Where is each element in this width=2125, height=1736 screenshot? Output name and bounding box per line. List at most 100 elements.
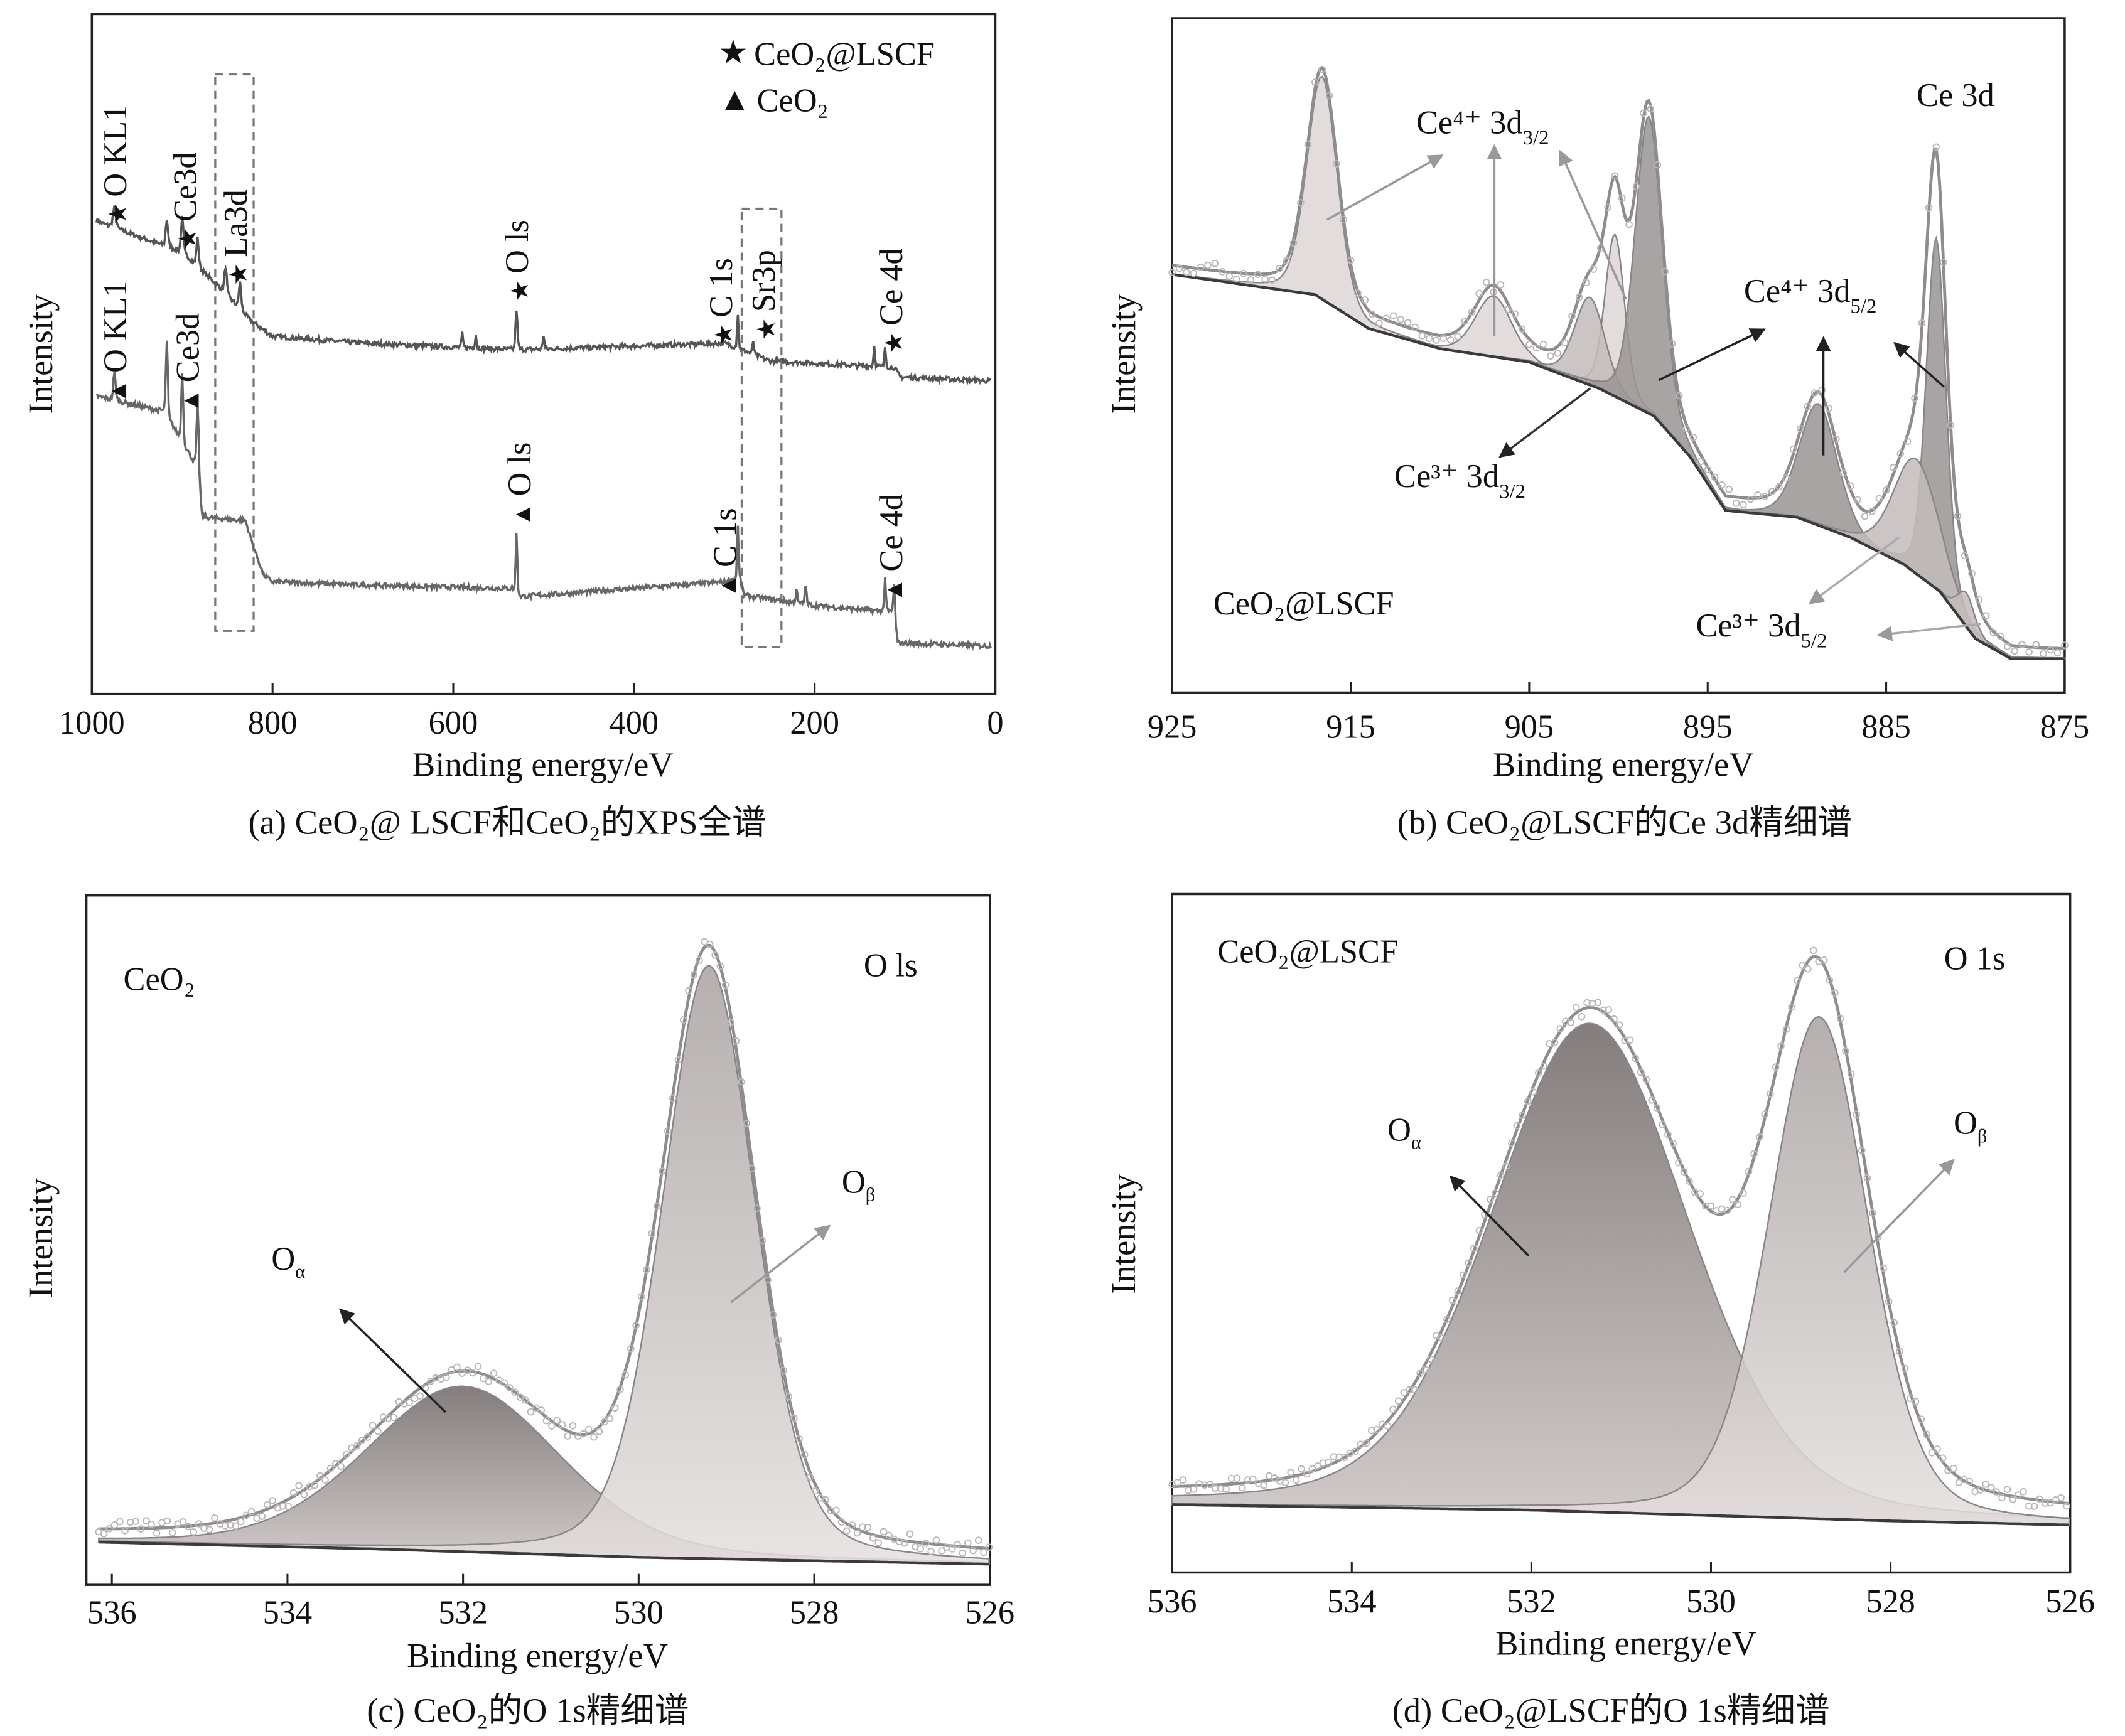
data-point <box>190 1528 198 1536</box>
data-point <box>785 1393 793 1401</box>
data-point <box>1418 332 1426 340</box>
data-point <box>1874 1233 1882 1241</box>
label-ce3-3d52: Ce³⁺ 3d5/2 <box>1696 608 1827 652</box>
data-point <box>1454 1287 1461 1295</box>
data-point <box>1175 264 1183 272</box>
data-point <box>474 1363 482 1371</box>
data-point <box>922 1540 930 1547</box>
sample-label: CeO₂@LSCF <box>1213 586 1394 622</box>
x-tick-label: 895 <box>1683 709 1733 746</box>
data-point <box>1448 1296 1456 1304</box>
data-point <box>2030 1503 2038 1511</box>
data-point <box>1518 325 1526 333</box>
data-point <box>284 1503 293 1511</box>
plot-frame <box>1171 892 2072 1574</box>
data-point <box>1547 352 1554 360</box>
peak-annotation: ★ Ce3d <box>167 152 203 250</box>
data-point <box>1375 319 1383 327</box>
data-point <box>774 1336 782 1344</box>
data-point <box>1761 493 1769 500</box>
star-marker: ★ <box>506 274 534 302</box>
data-point <box>1861 512 1869 520</box>
data-point <box>1508 1139 1515 1147</box>
data-point <box>959 1549 967 1557</box>
data-point <box>1433 336 1440 344</box>
data-point <box>1482 278 1490 286</box>
data-point <box>1534 1069 1542 1077</box>
caption-c: (c) CeO₂的O 1s精细谱 <box>367 1691 689 1730</box>
data-point <box>1804 402 1812 410</box>
data-point <box>1767 1090 1774 1098</box>
data-point <box>2036 1495 2043 1503</box>
data-point <box>1394 1397 1402 1405</box>
data-point <box>2018 641 2026 648</box>
data-point <box>337 1462 345 1471</box>
data-point <box>195 1520 203 1528</box>
data-point <box>711 951 719 959</box>
data-point <box>611 1404 619 1412</box>
data-point <box>1825 404 1833 412</box>
peak-annotation: ▲ Ce 4d <box>873 494 910 602</box>
x-tick-label: 905 <box>1505 709 1554 746</box>
data-point <box>1718 481 1726 489</box>
data-point <box>1618 194 1626 202</box>
x-tick-label: 536 <box>1148 1583 1197 1620</box>
data-point <box>1225 272 1234 281</box>
data-point <box>1890 464 1897 471</box>
data-point <box>1842 1047 1849 1055</box>
data-point <box>721 981 729 989</box>
label-o-beta: Oβ <box>842 1164 875 1206</box>
data-point <box>316 1472 324 1480</box>
data-point <box>1696 1190 1704 1198</box>
data-point <box>1654 161 1662 169</box>
data-point <box>1314 1462 1321 1470</box>
data-point <box>980 1548 987 1557</box>
data-point <box>1524 1097 1532 1105</box>
data-point <box>1497 1171 1505 1179</box>
legend-label-ceo2: CeO₂ <box>756 83 828 119</box>
data-point <box>1896 450 1905 458</box>
data-point <box>453 1363 461 1371</box>
data-point <box>1947 421 1954 429</box>
data-point <box>1406 1386 1413 1394</box>
data-point <box>595 1428 603 1435</box>
data-point <box>1903 437 1912 446</box>
data-point <box>1653 1104 1661 1112</box>
data-point <box>643 1266 650 1273</box>
triangle-marker: ▲ <box>508 496 536 527</box>
data-point <box>1373 1425 1381 1433</box>
data-point <box>1982 1481 1989 1488</box>
data-point <box>168 1528 176 1536</box>
data-point <box>569 1422 577 1430</box>
data-point <box>1303 1470 1311 1478</box>
data-point <box>1839 469 1848 478</box>
data-point <box>800 1450 809 1459</box>
data-point <box>1240 269 1247 277</box>
data-point <box>1525 341 1533 348</box>
data-point <box>1519 1112 1526 1119</box>
data-point <box>369 1422 377 1430</box>
arrow <box>729 1224 831 1304</box>
annotation-label: C 1s <box>707 508 744 567</box>
data-point <box>527 1408 535 1416</box>
data-point <box>1704 466 1712 473</box>
data-point <box>1675 1159 1682 1167</box>
data-point <box>1632 1054 1640 1063</box>
data-point <box>1934 1445 1941 1453</box>
data-point <box>1885 1297 1893 1305</box>
data-point <box>279 1503 287 1510</box>
data-point <box>853 1529 861 1537</box>
data-point <box>469 1369 476 1377</box>
data-point <box>664 1127 672 1135</box>
data-point <box>289 1489 298 1497</box>
data-point <box>363 1433 372 1441</box>
data-point <box>1640 109 1647 117</box>
annotation-arrows <box>1326 144 1981 641</box>
data-point <box>1669 1139 1677 1147</box>
data-point <box>1573 1004 1580 1012</box>
y-axis-label: Intensity <box>21 294 60 414</box>
data-point <box>1642 1076 1650 1083</box>
data-point <box>1567 1019 1575 1026</box>
data-point <box>1740 1189 1747 1197</box>
data-point <box>954 1541 961 1548</box>
